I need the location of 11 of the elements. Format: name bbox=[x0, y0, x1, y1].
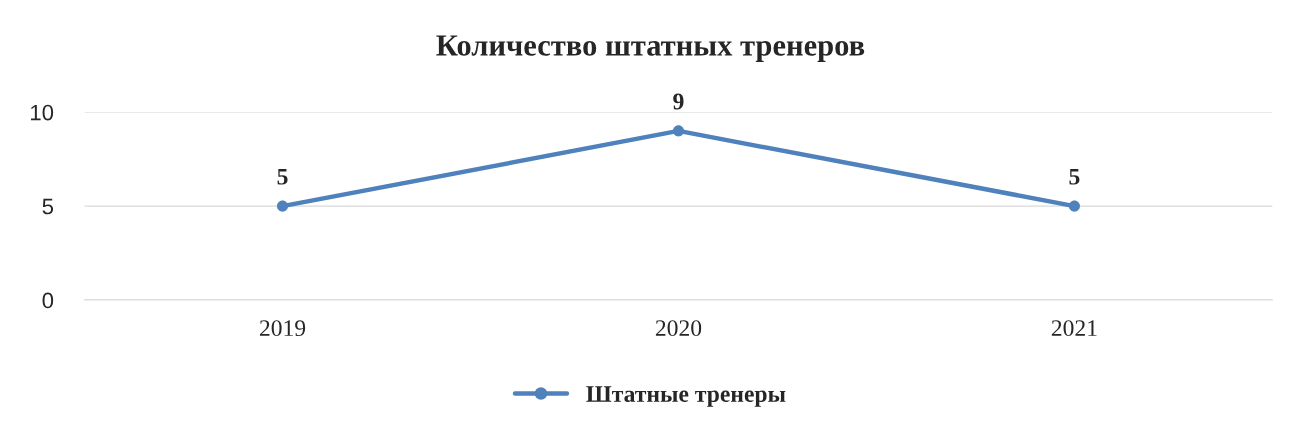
x-tick-label: 2020 bbox=[655, 320, 702, 337]
chart-title: Количество штатных тренеров bbox=[436, 35, 865, 62]
data-label: 9 bbox=[673, 93, 684, 110]
y-tick-label: 0 bbox=[42, 292, 54, 309]
legend-label: Штатные тренеры bbox=[586, 386, 786, 407]
x-tick-label: 2021 bbox=[1051, 320, 1097, 337]
y-tick-label: 10 bbox=[30, 104, 54, 121]
data-label: 5 bbox=[277, 168, 288, 185]
y-tick-label: 5 bbox=[42, 198, 54, 215]
data-label: 5 bbox=[1069, 168, 1080, 185]
x-tick-label: 2019 bbox=[259, 320, 306, 337]
